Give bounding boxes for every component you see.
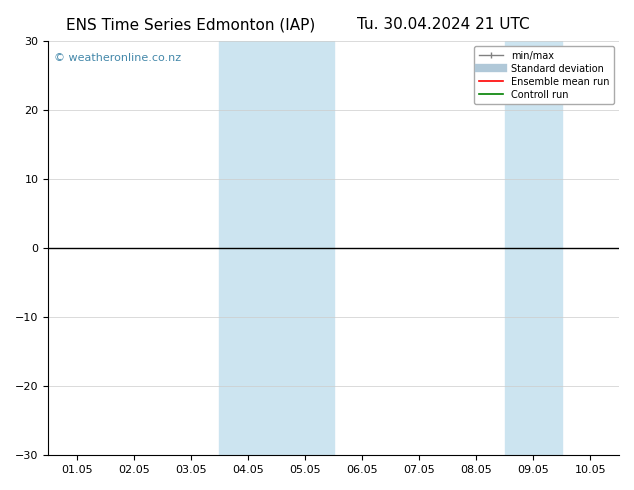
Legend: min/max, Standard deviation, Ensemble mean run, Controll run: min/max, Standard deviation, Ensemble me… xyxy=(474,46,614,104)
Text: © weatheronline.co.nz: © weatheronline.co.nz xyxy=(54,53,181,64)
Text: ENS Time Series Edmonton (IAP): ENS Time Series Edmonton (IAP) xyxy=(65,17,315,32)
Bar xyxy=(219,41,333,455)
Bar xyxy=(505,41,562,455)
Text: Tu. 30.04.2024 21 UTC: Tu. 30.04.2024 21 UTC xyxy=(358,17,530,32)
